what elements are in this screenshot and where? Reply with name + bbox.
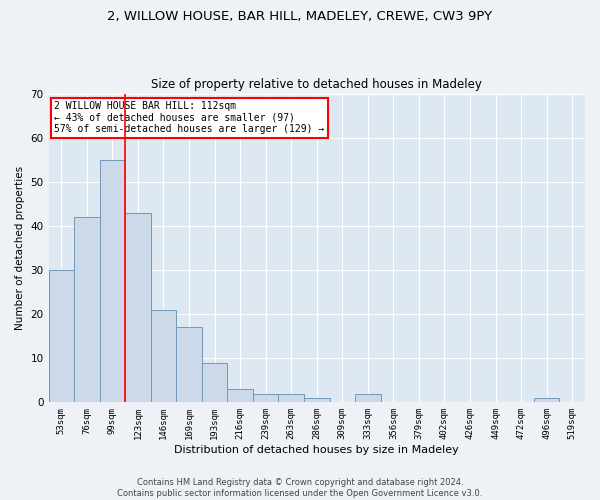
X-axis label: Distribution of detached houses by size in Madeley: Distribution of detached houses by size … — [175, 445, 459, 455]
Y-axis label: Number of detached properties: Number of detached properties — [15, 166, 25, 330]
Text: 2, WILLOW HOUSE, BAR HILL, MADELEY, CREWE, CW3 9PY: 2, WILLOW HOUSE, BAR HILL, MADELEY, CREW… — [107, 10, 493, 23]
Text: Contains HM Land Registry data © Crown copyright and database right 2024.
Contai: Contains HM Land Registry data © Crown c… — [118, 478, 482, 498]
Text: 2 WILLOW HOUSE BAR HILL: 112sqm
← 43% of detached houses are smaller (97)
57% of: 2 WILLOW HOUSE BAR HILL: 112sqm ← 43% of… — [54, 102, 324, 134]
Bar — [227, 389, 253, 402]
Bar — [253, 394, 278, 402]
Bar — [100, 160, 125, 402]
Bar — [278, 394, 304, 402]
Bar — [49, 270, 74, 402]
Bar — [74, 217, 100, 402]
Title: Size of property relative to detached houses in Madeley: Size of property relative to detached ho… — [151, 78, 482, 91]
Bar — [151, 310, 176, 402]
Bar — [125, 212, 151, 402]
Bar — [176, 328, 202, 402]
Bar — [534, 398, 559, 402]
Bar — [304, 398, 329, 402]
Bar — [355, 394, 380, 402]
Bar — [202, 362, 227, 403]
